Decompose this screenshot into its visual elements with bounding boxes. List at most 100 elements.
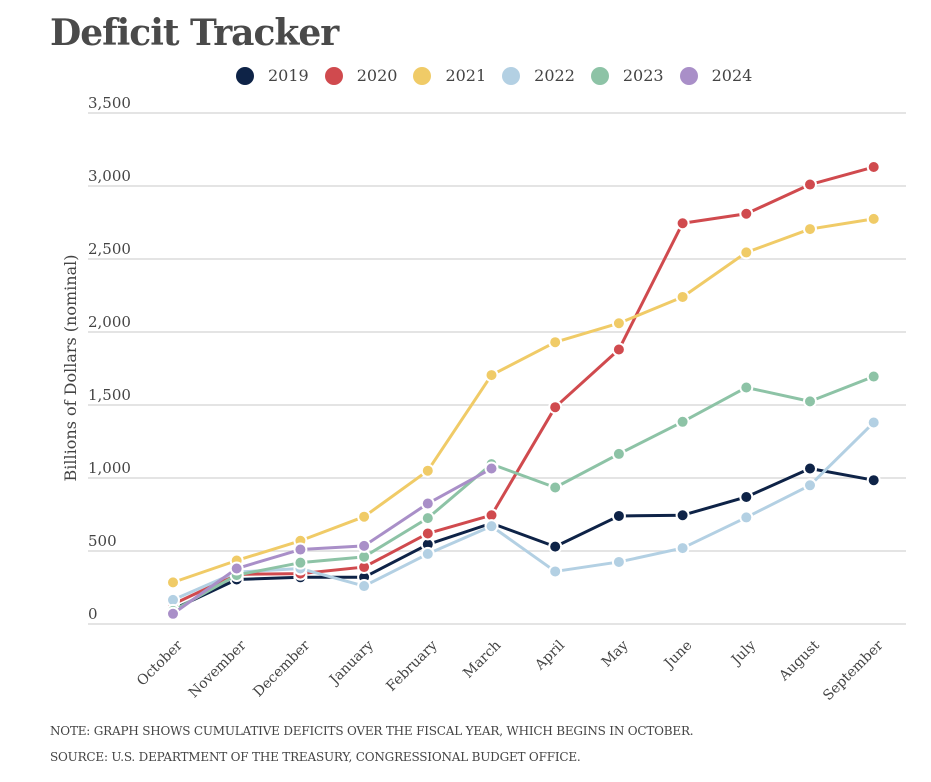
legend-label: 2020 xyxy=(356,66,398,85)
y-tick-label: 0 xyxy=(88,605,98,623)
data-point-2022[interactable] xyxy=(866,415,881,430)
data-point-2022[interactable] xyxy=(357,579,372,594)
series-2024 xyxy=(166,461,499,621)
data-point-2021[interactable] xyxy=(548,335,563,350)
x-tick-label: November xyxy=(186,637,250,701)
data-point-2022[interactable] xyxy=(420,546,435,561)
series-line-2020 xyxy=(172,165,875,606)
data-point-2022[interactable] xyxy=(675,541,690,556)
legend-item-2020: 2020 xyxy=(324,66,398,85)
x-tick-label: May xyxy=(599,637,632,670)
data-point-2021[interactable] xyxy=(611,316,626,331)
y-axis-ticks: 0 500 1,000 1,500 2,000 2,500 3,000 3,500 xyxy=(88,94,131,623)
data-point-2023[interactable] xyxy=(675,414,690,429)
series-2019 xyxy=(166,461,881,617)
chart-title: Deficit Tracker xyxy=(50,12,339,54)
series-2020 xyxy=(166,160,881,612)
data-point-2022[interactable] xyxy=(803,478,817,493)
y-tick-label: 2,500 xyxy=(88,240,131,258)
x-axis-ticks: October November December January February Ma… xyxy=(134,637,887,704)
series-line-2022 xyxy=(172,421,875,602)
data-point-2019[interactable] xyxy=(803,461,817,476)
data-point-2021[interactable] xyxy=(357,509,372,524)
data-point-2023[interactable] xyxy=(803,394,817,409)
legend-swatch xyxy=(679,66,698,85)
data-point-2023[interactable] xyxy=(420,511,435,526)
data-point-2024[interactable] xyxy=(166,606,180,621)
legend-label: 2019 xyxy=(268,66,309,85)
data-point-2020[interactable] xyxy=(739,206,754,221)
data-point-2023[interactable] xyxy=(611,446,626,461)
data-point-2021[interactable] xyxy=(803,222,817,237)
data-point-2024[interactable] xyxy=(357,538,372,553)
legend-label: 2023 xyxy=(622,66,664,85)
legend-swatch xyxy=(502,66,521,85)
x-tick-label: June xyxy=(660,638,695,673)
y-tick-label: 1,500 xyxy=(88,386,131,404)
data-point-2021[interactable] xyxy=(420,463,435,478)
x-tick-label: October xyxy=(134,637,186,689)
data-point-2020[interactable] xyxy=(611,342,626,357)
series-line-2024 xyxy=(172,467,493,616)
data-point-2024[interactable] xyxy=(293,542,308,557)
legend-item-2024: 2024 xyxy=(679,66,753,85)
footnote-note: NOTE: GRAPH SHOWS CUMULATIVE DEFICITS OV… xyxy=(50,724,694,738)
series-2021 xyxy=(166,211,881,590)
data-point-2020[interactable] xyxy=(420,526,435,541)
data-point-2021[interactable] xyxy=(866,211,881,226)
legend-item-2021: 2021 xyxy=(413,66,486,85)
legend-swatch xyxy=(590,66,609,85)
data-point-2021[interactable] xyxy=(739,245,754,260)
x-tick-label: August xyxy=(776,637,824,685)
x-tick-label: September xyxy=(820,637,887,704)
data-point-2021[interactable] xyxy=(675,289,690,304)
data-point-2019[interactable] xyxy=(739,489,754,504)
y-tick-label: 3,000 xyxy=(88,167,131,185)
data-point-2019[interactable] xyxy=(611,508,626,523)
data-point-2020[interactable] xyxy=(548,400,563,415)
data-point-2022[interactable] xyxy=(484,519,499,534)
y-axis-label: Billions of Dollars (nominal) xyxy=(61,255,80,482)
legend-label: 2021 xyxy=(445,66,487,85)
legend-label: 2024 xyxy=(711,66,753,85)
x-tick-label: December xyxy=(250,637,313,700)
x-tick-label: January xyxy=(325,637,377,689)
legend-swatch xyxy=(413,66,432,85)
data-point-2024[interactable] xyxy=(229,561,244,576)
data-point-2020[interactable] xyxy=(675,216,690,231)
data-point-2019[interactable] xyxy=(548,539,563,554)
series-lines xyxy=(166,160,881,621)
series-line-2021 xyxy=(172,217,874,584)
data-point-2023[interactable] xyxy=(739,380,754,395)
series-2023 xyxy=(166,369,881,618)
data-point-2022[interactable] xyxy=(739,510,754,525)
data-point-2023[interactable] xyxy=(293,555,308,570)
data-point-2021[interactable] xyxy=(166,575,180,590)
y-tick-label: 1,000 xyxy=(88,459,131,477)
data-point-2024[interactable] xyxy=(484,461,499,476)
data-point-2023[interactable] xyxy=(548,480,563,495)
gridlines xyxy=(88,112,906,625)
footnote-source: SOURCE: U.S. DEPARTMENT OF THE TREASURY,… xyxy=(50,750,581,764)
data-point-2021[interactable] xyxy=(484,368,499,383)
x-tick-label: April xyxy=(531,637,568,674)
data-point-2019[interactable] xyxy=(675,508,690,523)
data-point-2023[interactable] xyxy=(866,369,881,384)
legend-item-2022: 2022 xyxy=(502,66,575,85)
data-point-2020[interactable] xyxy=(803,177,817,192)
y-tick-label: 3,500 xyxy=(88,94,131,112)
y-tick-label: 500 xyxy=(88,532,117,550)
data-point-2022[interactable] xyxy=(611,554,626,569)
data-point-2019[interactable] xyxy=(866,473,881,488)
legend-swatch xyxy=(236,66,254,85)
series-line-2019 xyxy=(172,467,874,611)
legend-swatch xyxy=(324,66,343,85)
x-tick-label: March xyxy=(460,638,504,682)
data-point-2020[interactable] xyxy=(866,160,881,175)
data-point-2022[interactable] xyxy=(548,564,563,579)
data-point-2024[interactable] xyxy=(420,496,435,511)
x-tick-label: July xyxy=(727,637,759,669)
y-tick-label: 2,000 xyxy=(88,313,131,331)
series-line-2023 xyxy=(172,375,875,613)
